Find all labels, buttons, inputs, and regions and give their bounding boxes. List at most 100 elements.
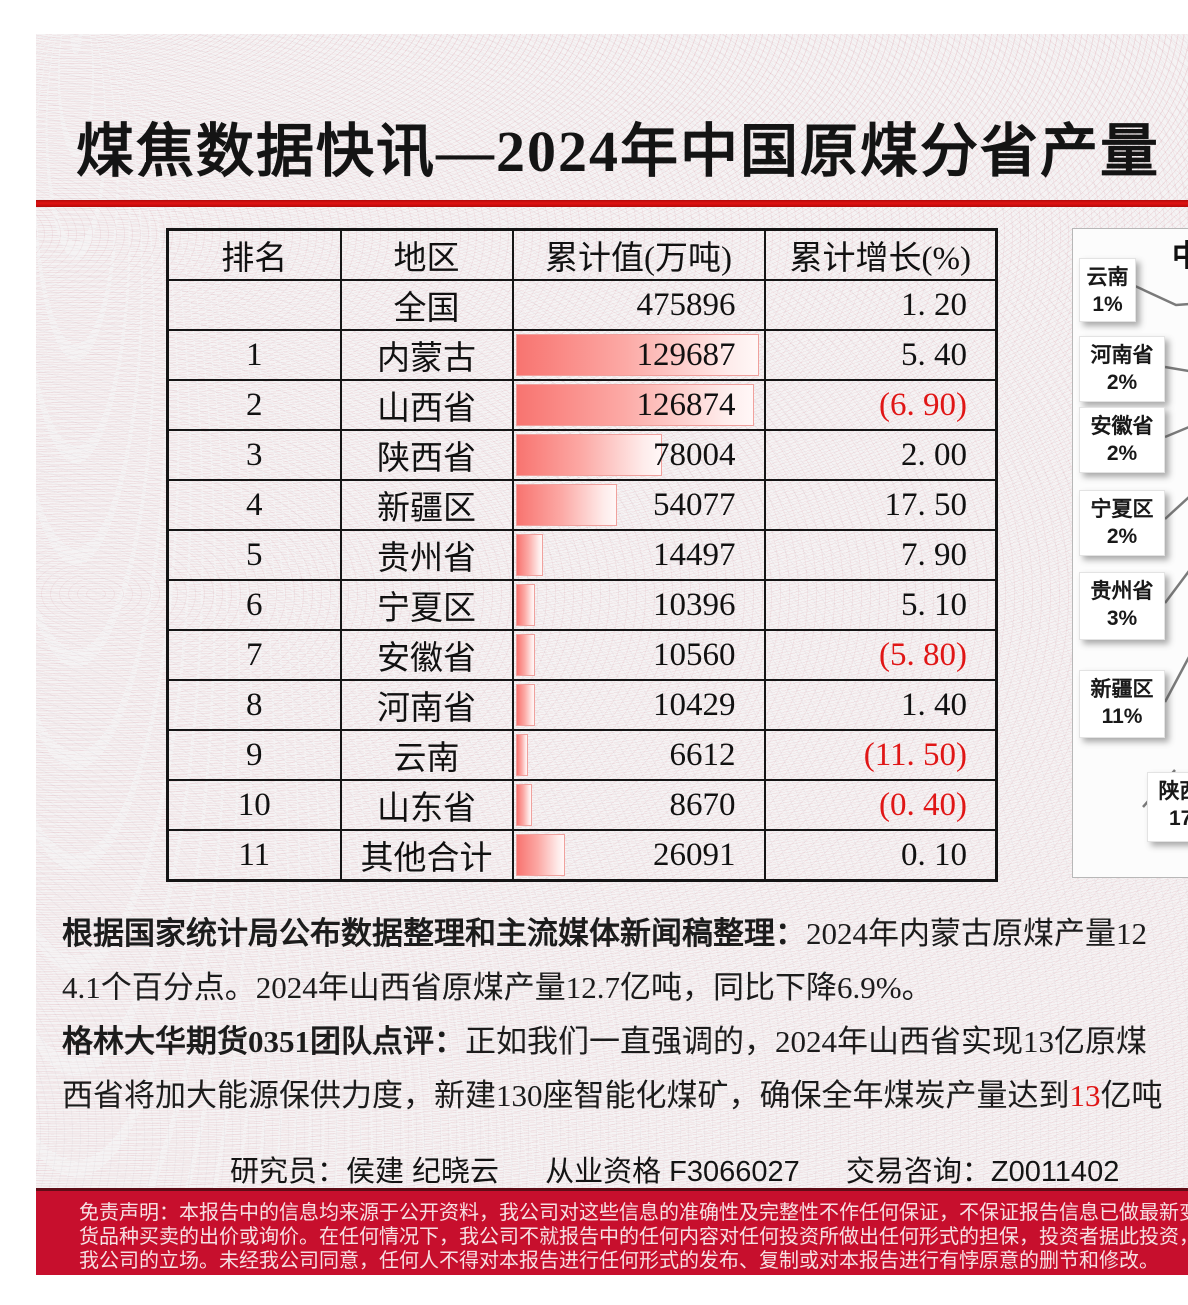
pie-callout-yunnan: 云南 1% — [1079, 258, 1136, 322]
value-cell: 475896 — [511, 279, 766, 331]
pie-callout-xinjiang: 新疆区 11% — [1079, 670, 1165, 738]
region-cell: 山西省 — [339, 379, 514, 431]
table-row: 全国 475896 1. 20 — [166, 279, 998, 331]
growth-cell: 2. 00 — [763, 429, 998, 481]
pie-callout-name: 宁夏区 — [1090, 498, 1154, 521]
growth-cell: 5. 40 — [763, 329, 998, 381]
disclaimer-banner: 免责声明：本报告中的信息均来源于公开资料，我公司对这些信息的准确性及完整性不作任… — [36, 1188, 1188, 1275]
growth-cell: 7. 90 — [763, 529, 998, 581]
summary-lead: 根据国家统计局公布数据整理和主流媒体新闻稿整理： — [62, 916, 806, 951]
value-text: 10429 — [653, 686, 736, 723]
rank-cell: 7 — [166, 629, 342, 681]
comment-paragraph-line-1: 格林大华期货0351团队点评：正如我们一直强调的，2024年山西省实现13亿原煤 — [62, 1016, 1188, 1060]
table-row: 9 云南 6612 (11. 50) — [166, 729, 998, 781]
page-title: 煤焦数据快讯—2024年中国原煤分省产量 — [76, 119, 1161, 184]
pie-callout-pct: 2% — [1106, 525, 1138, 548]
pie-callout-pct: 2% — [1106, 442, 1138, 465]
rank-cell: 10 — [166, 779, 342, 831]
pie-callout-name: 新疆区 — [1090, 678, 1154, 701]
growth-cell: 17. 50 — [763, 479, 998, 531]
pie-callout-ningxia: 宁夏区 2% — [1079, 490, 1165, 556]
value-cell: 8670 — [511, 779, 766, 831]
region-cell: 陕西省 — [339, 429, 514, 481]
pie-callout-pct: 3% — [1106, 607, 1138, 630]
table-row: 2 山西省 126874 (6. 90) — [166, 379, 998, 431]
value-cell: 126874 — [511, 379, 766, 431]
comment-paragraph-line-2: 西省将加大能源保供力度，新建130座智能化煤矿，确保全年煤炭产量达到13亿吨 — [62, 1070, 1188, 1114]
rank-cell: 11 — [166, 829, 342, 882]
pie-callout-name: 贵州省 — [1090, 580, 1154, 603]
table-row: 3 陕西省 78004 2. 00 — [166, 429, 998, 481]
growth-cell: 1. 20 — [763, 279, 998, 331]
growth-cell: 0. 10 — [763, 829, 998, 882]
pie-callout-name: 安徽省 — [1090, 415, 1154, 438]
table-header: 排名 地区 累计值(万吨) 累计增长(%) — [166, 228, 998, 281]
pie-callout-name: 河南省 — [1090, 344, 1154, 367]
growth-cell: (0. 40) — [763, 779, 998, 831]
disclaimer-line: 我公司的立场。未经我公司同意，任何人不得对本报告进行任何形式的发布、复制或对本报… — [79, 1250, 1159, 1272]
value-cell: 10429 — [511, 679, 766, 731]
table-row: 1 内蒙古 129687 5. 40 — [166, 329, 998, 381]
rank-cell: 3 — [166, 429, 342, 481]
pie-callout-name: 云南 — [1086, 266, 1129, 289]
table-row: 11 其他合计 26091 0. 10 — [166, 829, 998, 882]
value-text: 129687 — [636, 336, 736, 373]
qualification-number: 从业资格 F3066027 — [545, 1156, 800, 1188]
pie-chart-fragment: 中 云南 1% 河南省 2% 安徽省 2% 宁夏区 2% 贵州省 3% — [1072, 228, 1188, 878]
header-value: 累计值(万吨) — [511, 228, 766, 281]
disclaimer-line: 免责声明：本报告中的信息均来源于公开资料，我公司对这些信息的准确性及完整性不作任… — [79, 1202, 1188, 1224]
value-cell: 6612 — [511, 729, 766, 781]
value-text: 26091 — [653, 836, 736, 873]
value-databar — [515, 684, 536, 726]
report-panel: 煤焦数据快讯—2024年中国原煤分省产量 排名 地区 累计值(万吨) 累计增长(… — [36, 34, 1188, 1275]
pie-callout-henan: 河南省 2% — [1079, 336, 1165, 402]
pie-title-partial-glyph: 中 — [1172, 231, 1188, 275]
summary-text: 2024年内蒙古原煤产量12 — [806, 916, 1147, 951]
table-row: 7 安徽省 10560 (5. 80) — [166, 629, 998, 681]
value-text: 78004 — [653, 436, 736, 473]
rank-cell: 1 — [166, 329, 342, 381]
region-cell: 新疆区 — [339, 479, 514, 531]
value-cell: 10560 — [511, 629, 766, 681]
growth-cell: 5. 10 — [763, 579, 998, 631]
disclaimer-line: 货品种买卖的出价或询价。在任何情况下，我公司不就报告中的任何内容对任何投资所做出… — [79, 1226, 1188, 1248]
value-text: 126874 — [636, 386, 736, 423]
comment-text: 正如我们一直强调的，2024年山西省实现13亿原煤 — [465, 1024, 1147, 1059]
rank-cell: 9 — [166, 729, 342, 781]
value-text: 54077 — [653, 486, 736, 523]
pie-callout-name: 陕西省 — [1158, 780, 1188, 803]
table-row: 10 山东省 8670 (0. 40) — [166, 779, 998, 831]
pie-callout-anhui: 安徽省 2% — [1079, 407, 1165, 473]
header-growth: 累计增长(%) — [763, 228, 998, 281]
researcher-line: 研究员：侯建 纪晓云 从业资格 F3066027 交易咨询：Z0011402 联… — [230, 1148, 1188, 1190]
region-cell: 安徽省 — [339, 629, 514, 681]
value-databar — [515, 734, 528, 776]
value-databar — [515, 834, 565, 876]
table-row: 5 贵州省 14497 7. 90 — [166, 529, 998, 581]
table-header-row: 排名 地区 累计值(万吨) 累计增长(%) — [166, 228, 998, 281]
pie-callout-pct: 2% — [1106, 371, 1138, 394]
rank-cell: 4 — [166, 479, 342, 531]
value-cell: 54077 — [511, 479, 766, 531]
pie-callout-shaanxi: 陕西省 17% — [1147, 772, 1188, 842]
value-text: 10560 — [653, 636, 736, 673]
value-databar — [515, 784, 532, 826]
value-databar — [515, 334, 760, 376]
comment-lead: 格林大华期货0351团队点评： — [62, 1024, 465, 1059]
region-cell: 云南 — [339, 729, 514, 781]
value-databar — [515, 584, 536, 626]
table-row: 8 河南省 10429 1. 40 — [166, 679, 998, 731]
pie-callout-guizhou: 贵州省 3% — [1079, 572, 1165, 640]
value-databar — [515, 484, 618, 526]
growth-cell: (6. 90) — [763, 379, 998, 431]
title-divider-rule — [36, 200, 1188, 207]
comment-text: 西省将加大能源保供力度，新建130座智能化煤矿，确保全年煤炭产量达到 — [62, 1078, 1070, 1113]
production-table: 排名 地区 累计值(万吨) 累计增长(%) 全国 475896 1. 20 1 内蒙古 1… — [166, 228, 998, 882]
value-text: 475896 — [636, 286, 736, 323]
rank-cell: 2 — [166, 379, 342, 431]
comment-highlight-number: 13 — [1069, 1078, 1101, 1113]
pie-callout-pct: 1% — [1092, 293, 1123, 316]
summary-paragraph-line-1: 根据国家统计局公布数据整理和主流媒体新闻稿整理：2024年内蒙古原煤产量12 — [62, 908, 1188, 952]
region-cell: 山东省 — [339, 779, 514, 831]
